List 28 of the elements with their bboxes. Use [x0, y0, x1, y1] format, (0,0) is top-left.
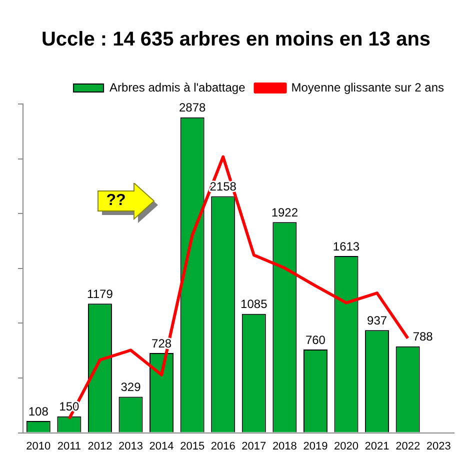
data-label: 760 — [305, 332, 326, 347]
x-tick-label: 2019 — [303, 440, 328, 452]
x-tick-label: 2010 — [26, 440, 51, 452]
data-label: 1179 — [87, 286, 114, 301]
legend-label: Arbres admis à l'abattage — [110, 80, 246, 94]
data-label: 2878 — [178, 100, 206, 115]
x-tick-label: 2015 — [180, 440, 205, 452]
data-label: 108 — [28, 404, 49, 418]
data-label: 1613 — [332, 239, 360, 254]
x-tick-label: 2023 — [426, 440, 451, 452]
x-tick-label: 2017 — [242, 440, 266, 452]
x-tick-label: 2016 — [210, 440, 236, 452]
data-label: 937 — [367, 313, 388, 328]
x-tick-label: 2021 — [364, 440, 390, 452]
data-label: 788 — [412, 330, 434, 344]
data-label: 1085 — [240, 297, 268, 312]
data-label: 1922 — [271, 205, 298, 220]
legend-label: Moyenne glissante sur 2 ans — [291, 80, 444, 94]
x-tick-label: 2018 — [272, 440, 297, 452]
x-tick-label: 2022 — [396, 440, 420, 452]
x-tick-label: 2013 — [118, 440, 143, 452]
x-tick-label: 2011 — [57, 440, 82, 452]
x-tick-label: 2012 — [88, 440, 112, 452]
x-tick-label: 2014 — [149, 440, 174, 452]
x-tick-label: 2020 — [334, 440, 358, 452]
data-label: 329 — [120, 380, 142, 394]
chart-title: Uccle : 14 635 arbres en moins en 13 ans — [41, 28, 431, 51]
annotation: ?? — [105, 191, 127, 211]
